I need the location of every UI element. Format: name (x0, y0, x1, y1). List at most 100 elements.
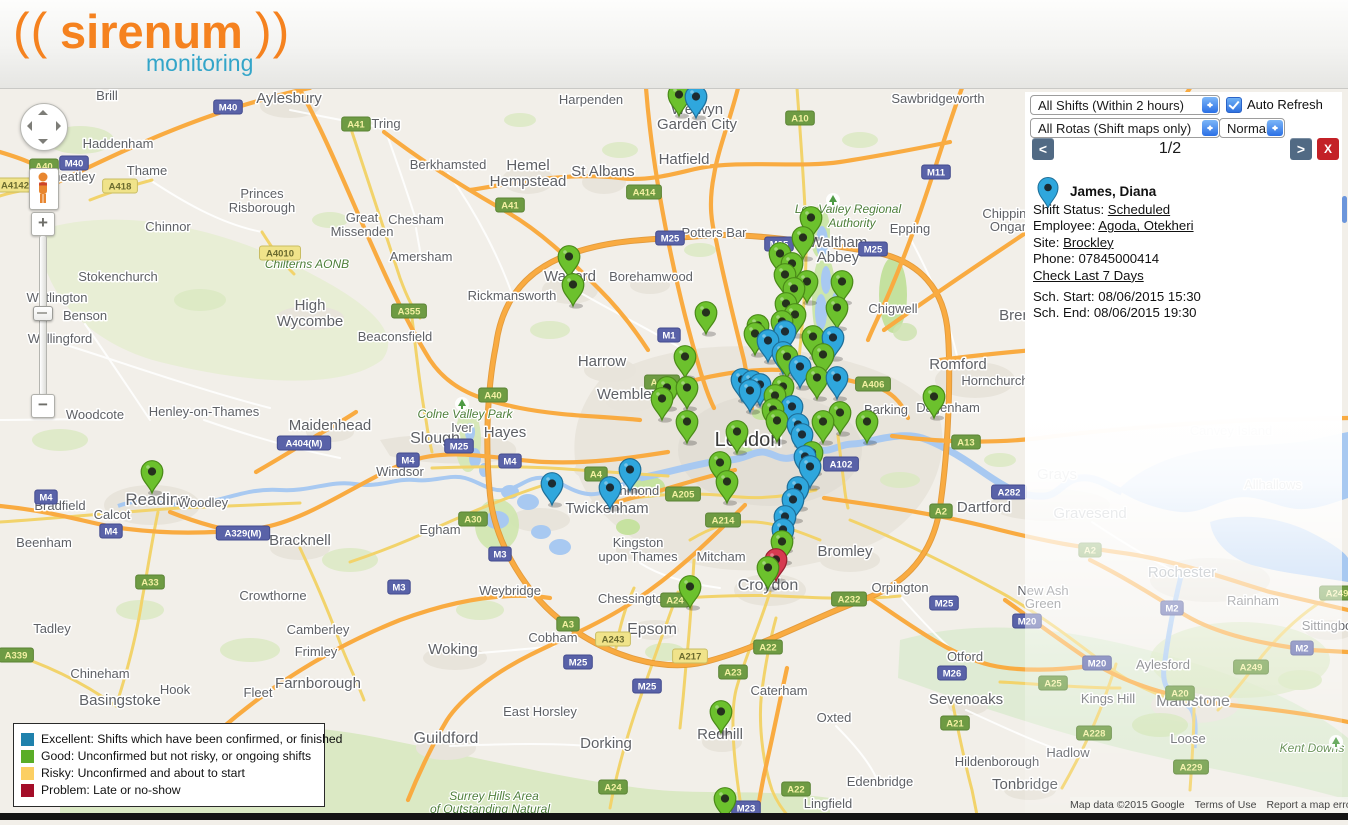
map-pin[interactable] (709, 700, 733, 736)
map-pin[interactable] (828, 401, 852, 437)
next-page-button[interactable]: > (1290, 138, 1312, 160)
svg-text:M25: M25 (569, 658, 588, 669)
map-town-label: Bromley (817, 543, 873, 560)
map-town-label: Benson (63, 308, 107, 323)
svg-text:A4142: A4142 (1, 181, 29, 192)
zoom-slider-handle[interactable] (33, 306, 53, 321)
map-pin[interactable] (618, 458, 642, 494)
map-pin[interactable] (756, 329, 780, 365)
svg-text:A102: A102 (830, 460, 853, 471)
svg-text:M4: M4 (401, 456, 415, 467)
map-pin[interactable] (738, 379, 762, 415)
map-town-label: Amersham (390, 249, 453, 264)
detail-employee-name: James, Diana (1070, 184, 1157, 199)
map-town-label: Epping (890, 221, 930, 236)
map-town-label: Camberley (287, 622, 350, 637)
map-pin[interactable] (675, 376, 699, 412)
zoom-in-button[interactable]: + (31, 212, 55, 236)
map-pin[interactable] (598, 476, 622, 512)
road-shield: A282 (991, 484, 1027, 500)
svg-text:M25: M25 (935, 599, 954, 610)
map-pin[interactable] (825, 366, 849, 402)
detail-link[interactable]: Scheduled (1107, 202, 1171, 217)
road-shield: A22 (781, 781, 811, 797)
detail-link[interactable]: Check Last 7 Days (1033, 267, 1144, 283)
auto-refresh-checkbox[interactable] (1226, 97, 1242, 113)
svg-text:A22: A22 (759, 643, 776, 654)
detail-row: Phone: 07845000414 (1033, 251, 1160, 267)
mode-select[interactable]: Normal (1219, 118, 1285, 138)
map-town-label: Cobham (528, 630, 577, 645)
road-shield: M26 (937, 665, 967, 681)
scrollbar-thumb[interactable] (1342, 196, 1347, 223)
rota-filter-select[interactable]: All Rotas (Shift maps only) (1030, 118, 1220, 138)
pan-up-icon[interactable] (38, 110, 48, 115)
terms-of-use-link[interactable]: Terms of Use (1194, 799, 1257, 811)
map-town-label: Calcot (94, 507, 131, 522)
road-shield: M25 (858, 241, 888, 257)
map-pin[interactable] (805, 366, 829, 402)
map-pin[interactable] (675, 410, 699, 446)
map-pin[interactable] (798, 455, 822, 491)
svg-text:A41: A41 (347, 120, 365, 131)
map-pin[interactable] (830, 270, 854, 306)
map-pin[interactable] (743, 322, 767, 358)
road-shield: A21 (940, 715, 970, 731)
map-pin[interactable] (922, 385, 946, 421)
map-pin[interactable] (678, 575, 702, 611)
map-pin[interactable] (715, 470, 739, 506)
pan-control[interactable] (20, 103, 68, 151)
road-shield: A355 (391, 303, 427, 319)
pan-left-icon[interactable] (27, 121, 32, 131)
svg-text:A329(M): A329(M) (225, 529, 262, 540)
map-pin[interactable] (756, 556, 780, 592)
svg-text:A21: A21 (946, 719, 964, 730)
shift-filter-select[interactable]: All Shifts (Within 2 hours) (1030, 95, 1220, 115)
map-town-label: East Horsley (503, 704, 577, 719)
close-button[interactable]: X (1317, 138, 1339, 160)
map-pin[interactable] (725, 420, 749, 456)
pan-down-icon[interactable] (38, 139, 48, 144)
map-town-label: Epsom (627, 621, 677, 638)
map-pin[interactable] (855, 410, 879, 446)
road-shield: A23 (718, 664, 748, 680)
svg-text:A24: A24 (604, 783, 622, 794)
prev-page-button[interactable]: < (1032, 138, 1054, 160)
map-pin[interactable] (561, 273, 585, 309)
detail-link[interactable]: Brockley (1063, 234, 1114, 250)
pegman-control[interactable] (29, 168, 59, 210)
svg-text:M25: M25 (864, 245, 883, 256)
map-pin[interactable] (694, 301, 718, 337)
map-pin[interactable] (791, 226, 815, 262)
select-stepper-icon (1267, 120, 1283, 136)
map-pin[interactable] (540, 472, 564, 508)
svg-text:A33: A33 (141, 578, 158, 589)
select-stepper-icon (1202, 97, 1218, 113)
svg-text:A205: A205 (672, 490, 695, 501)
road-shield: M40 (213, 99, 243, 115)
map-town-label: Mitcham (696, 549, 745, 564)
svg-text:A418: A418 (109, 182, 132, 193)
zoom-out-button[interactable]: − (31, 394, 55, 418)
logo-sub-brand: monitoring (146, 50, 254, 76)
app-header: (( sirenum )) monitoring (0, 0, 1348, 89)
map-town-label: Hemel (506, 157, 549, 174)
map-pin[interactable] (811, 410, 835, 446)
map-town-label: Beenham (16, 535, 72, 550)
detail-row: Shift Status: Scheduled (1033, 202, 1171, 217)
map-town-label: Wembley (597, 386, 660, 403)
svg-text:A41: A41 (501, 201, 519, 212)
map-pin[interactable] (825, 296, 849, 332)
map-attribution: Map data ©2015 Google Terms of Use Repor… (1070, 797, 1348, 813)
road-shield: A24 (598, 779, 628, 795)
report-map-error-link[interactable]: Report a map error (1266, 799, 1348, 811)
map-town-label: Iver (451, 420, 473, 435)
map-pin[interactable] (765, 409, 789, 445)
detail-link[interactable]: Agoda, Otekheri (1098, 218, 1194, 234)
pan-right-icon[interactable] (56, 121, 61, 131)
svg-text:A4010: A4010 (266, 249, 294, 260)
legend-item: Excellent: Shifts which have been confir… (21, 732, 342, 746)
map-pin[interactable] (650, 387, 674, 423)
map-pin[interactable] (140, 460, 164, 496)
map-town-label: Kingston (613, 535, 664, 550)
